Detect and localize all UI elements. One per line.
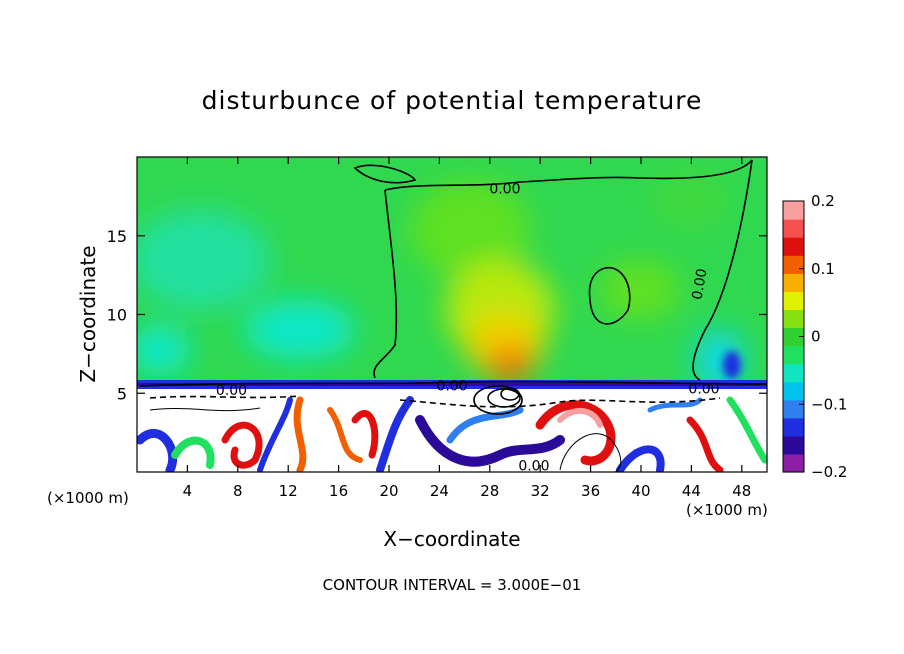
- contour-labels: 0.00 0.00 0.00 0.00 0.00 0.00: [216, 182, 720, 475]
- x-tick-label: 12: [279, 482, 298, 500]
- colorbar: 0.2 0.1 0 −0.1 −0.2: [782, 192, 847, 481]
- colorbar-tick-label: −0.1: [811, 395, 847, 413]
- contour-interval-note: CONTOUR INTERVAL = 3.000E−01: [322, 576, 582, 594]
- colorbar-ticks: 0.2 0.1 0 −0.1 −0.2: [799, 192, 847, 481]
- heatmap-field: [137, 157, 767, 472]
- y-tick-label: 10: [107, 306, 127, 325]
- x-unit-label-right: (×1000 m): [686, 501, 768, 519]
- contour-label: 0.00: [688, 382, 719, 398]
- colorbar-cell: [783, 399, 804, 419]
- y-axis-ticks: 5 10 15: [107, 227, 767, 403]
- colorbar-cells: [783, 201, 804, 473]
- colorbar-tick-label: 0.1: [811, 260, 835, 278]
- colorbar-cell: [783, 273, 804, 292]
- x-unit-label-left: (×1000 m): [47, 489, 129, 507]
- colorbar-cell: [783, 453, 804, 473]
- colorbar-cell: [783, 237, 804, 256]
- colorbar-cell: [783, 219, 804, 238]
- contour-label: 0.00: [689, 267, 710, 300]
- x-tick-label: 36: [581, 482, 600, 500]
- colorbar-tick-label: −0.2: [811, 463, 847, 481]
- contour-label: 0.00: [436, 378, 467, 394]
- colorbar-cell: [783, 435, 804, 455]
- colorbar-tick-label: 0: [811, 328, 821, 346]
- contour-label: 0.00: [489, 182, 520, 198]
- x-tick-label: 40: [631, 482, 650, 500]
- x-tick-label: 8: [233, 482, 243, 500]
- colorbar-cell: [783, 201, 804, 220]
- contour-label: 0.00: [518, 459, 549, 475]
- contour-label: 0.00: [216, 383, 247, 399]
- x-tick-label: 24: [430, 482, 449, 500]
- colorbar-cell: [783, 345, 804, 365]
- x-axis-label: X−coordinate: [383, 527, 521, 551]
- x-tick-label: 4: [183, 482, 193, 500]
- colorbar-cell: [783, 417, 804, 437]
- y-tick-label: 5: [117, 384, 127, 403]
- colorbar-cell: [783, 363, 804, 383]
- colorbar-cell: [783, 381, 804, 401]
- colorbar-cell: [783, 309, 804, 329]
- x-tick-label: 48: [732, 482, 751, 500]
- y-tick-label: 15: [107, 227, 127, 246]
- x-tick-label: 28: [480, 482, 499, 500]
- colorbar-cell: [783, 255, 804, 274]
- x-tick-label: 16: [329, 482, 348, 500]
- colorbar-cell: [783, 327, 804, 347]
- x-axis-ticks: 4 8 12 16 20 24 28 32 36 40 44 48: [183, 157, 751, 500]
- x-tick-label: 44: [682, 482, 701, 500]
- x-tick-label: 20: [379, 482, 398, 500]
- x-tick-label: 32: [531, 482, 550, 500]
- colorbar-tick-label: 0.2: [811, 192, 835, 210]
- chart-title: disturbunce of potential temperature: [201, 86, 703, 115]
- colorbar-cell: [783, 291, 804, 310]
